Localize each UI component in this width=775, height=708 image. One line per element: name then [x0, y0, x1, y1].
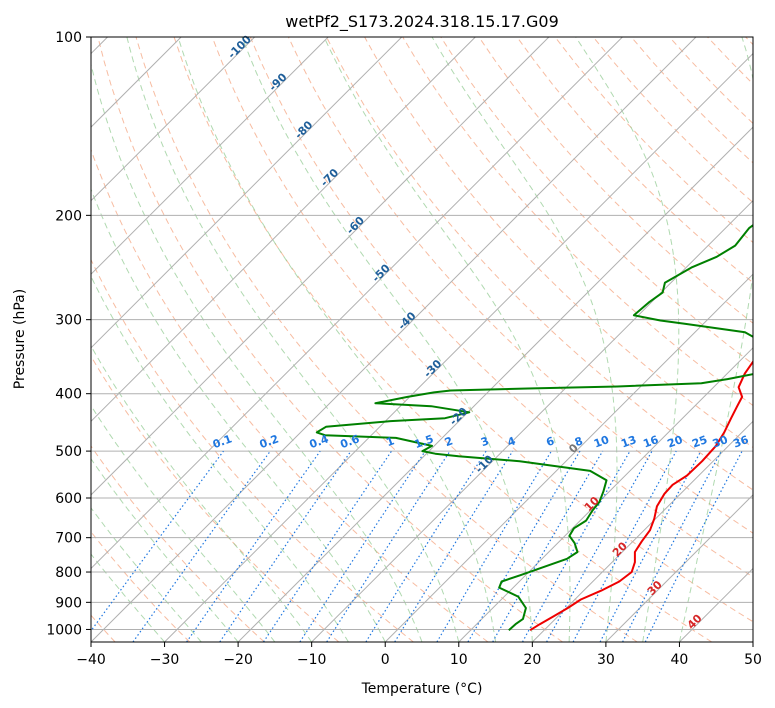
- x-tick-label: 40: [671, 652, 689, 668]
- y-tick-label: 400: [55, 387, 82, 403]
- y-tick-label: 900: [55, 595, 82, 611]
- dry-adiabat-line: [91, 445, 265, 642]
- moist-adiabat-line: [431, 37, 618, 642]
- moist-adiabat-line: [91, 404, 276, 642]
- y-tick-label: 800: [55, 565, 82, 581]
- dewpoint-profile: [315, 223, 753, 631]
- mixing-ratio-label: 20: [666, 433, 685, 451]
- y-tick-label: 200: [55, 208, 82, 224]
- mixing-ratio-label: 6: [544, 434, 556, 449]
- isotherm-line: [91, 37, 403, 349]
- y-tick-label: 1000: [46, 622, 82, 638]
- y-tick-label: 300: [55, 313, 82, 329]
- mixing-ratio-label: 10: [592, 433, 611, 451]
- isotherm-line: [605, 494, 753, 642]
- dry-adiabat-line: [287, 37, 753, 534]
- dry-adiabat-line: [91, 355, 340, 642]
- mixing-ratio-label: 1: [385, 434, 397, 449]
- x-tick-label: 50: [744, 652, 762, 668]
- y-tick-label: 600: [55, 491, 82, 507]
- mixing-ratio-line: [299, 450, 426, 642]
- isotherm-line: [91, 37, 256, 202]
- isotherm-line: [91, 37, 329, 275]
- dry-adiabat-line: [135, 37, 638, 642]
- isotherm-line: [91, 37, 550, 496]
- mixing-ratio-label: 30: [711, 433, 730, 451]
- axes: −40 −30 −20 −10 0 10 20 30 40 50 1000 900 800 700 600 5…: [46, 30, 762, 668]
- isotherm-line: [237, 126, 753, 642]
- x-tick-label: 10: [450, 652, 468, 668]
- moist-adiabat-line: [91, 507, 202, 642]
- mixing-ratio-label: 36: [731, 433, 750, 451]
- mixing-ratio-label: 1.5: [413, 432, 436, 451]
- mixing-ratio-line: [132, 450, 271, 642]
- mixing-ratio-label: 8: [573, 434, 585, 449]
- y-tick-label: 500: [55, 444, 82, 460]
- moist-adiabat-line: [91, 553, 165, 642]
- mixing-ratio-label: 0.2: [258, 432, 281, 451]
- moist-adiabat-line: [91, 457, 239, 642]
- mixing-ratio-line: [521, 450, 631, 642]
- x-tick-label: 20: [523, 652, 541, 668]
- dry-adiabat-line: [211, 37, 753, 623]
- moist-adiabat-line: [177, 37, 497, 642]
- x-axis-label: Temperature (°C): [361, 681, 483, 697]
- dry-adiabat-line: [249, 37, 753, 578]
- mixing-ratio-label: 4: [506, 434, 518, 449]
- isotherm-line: [458, 347, 753, 642]
- plot-frame: [90, 36, 754, 643]
- moist-adiabat-line: [126, 37, 460, 642]
- mixing-ratio-line: [219, 450, 352, 642]
- mixing-ratio-label: 0.6: [338, 432, 361, 451]
- y-axis-label: Pressure (hPa): [12, 289, 28, 389]
- mixing-ratio-line: [394, 450, 514, 642]
- mixing-ratio-label: 13: [619, 433, 638, 450]
- moist-adiabat-line: [91, 275, 349, 642]
- x-tick-label: 30: [597, 652, 615, 668]
- dry-adiabat-line: [91, 258, 414, 642]
- x-tick-label: −10: [297, 652, 327, 668]
- mixing-ratio-label: 16: [641, 433, 660, 451]
- x-tick-label: −40: [76, 652, 106, 668]
- dry-adiabat-line: [326, 37, 753, 491]
- moist-adiabat-line: [241, 37, 533, 642]
- mixing-ratio-line: [572, 450, 677, 642]
- mixing-ratio-line: [262, 450, 392, 642]
- mixing-ratio-line: [546, 450, 653, 642]
- mixing-ratio-label: 3: [479, 434, 491, 449]
- isotherm-line: [91, 37, 476, 423]
- x-tick-label: 0: [381, 652, 390, 668]
- moist-adiabat-line: [575, 37, 680, 642]
- temperature-profile: [529, 359, 753, 632]
- isotherm-line: [531, 420, 753, 642]
- moist-adiabat-line: [91, 188, 386, 642]
- moist-adiabat-line: [678, 37, 753, 642]
- mixing-ratio-line: [326, 450, 451, 642]
- y-tick-label: 700: [55, 531, 82, 547]
- background-lines: [91, 37, 753, 642]
- isotherm-line: [91, 37, 697, 642]
- mixing-ratio-line: [186, 450, 321, 642]
- profile-lines: [315, 223, 753, 632]
- isotherm-line: [91, 37, 623, 570]
- mixing-ratio-line: [91, 450, 224, 632]
- dry-adiabat-line: [173, 37, 713, 642]
- mixing-ratio-line: [644, 450, 743, 642]
- y-tick-label: 100: [55, 30, 82, 46]
- moist-adiabat-line: [323, 37, 571, 642]
- x-tick-label: −20: [223, 652, 253, 668]
- moist-adiabat-line: [91, 62, 423, 642]
- mixing-ratio-label: 25: [690, 433, 709, 450]
- x-tick-label: −30: [150, 652, 180, 668]
- isotherm-line: [164, 52, 753, 642]
- isotherm-line: [384, 273, 753, 642]
- isotherm-line: [311, 199, 753, 642]
- mixing-ratio-label: 2: [443, 434, 455, 449]
- mixing-ratio-label: 0.4: [308, 432, 331, 451]
- dry-adiabat-line: [97, 37, 563, 642]
- mixing-ratio-label: 0.1: [211, 432, 234, 451]
- chart-title: wetPf2_S173.2024.318.15.17.G09: [285, 12, 559, 32]
